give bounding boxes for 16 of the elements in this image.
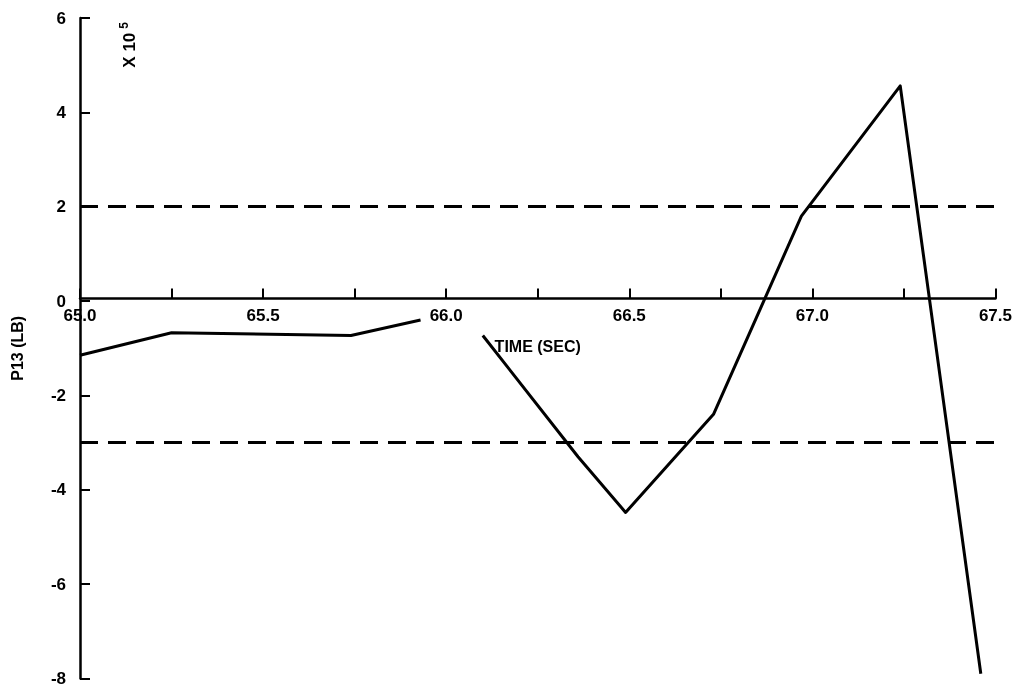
x-tick-label: 65.5 (246, 305, 280, 325)
x-axis-title: TIME (SEC) (494, 338, 581, 355)
y-tick-label: 0 (56, 291, 66, 311)
y-tick-label: -8 (50, 669, 66, 687)
x-tick-label: 67.0 (795, 305, 829, 325)
y-tick-label: 6 (56, 8, 66, 28)
y-tick-label: -4 (50, 480, 67, 500)
y-tick-label: -2 (50, 385, 66, 405)
x-tick-label: 66.5 (612, 305, 646, 325)
x-tick-label: 67.5 (978, 305, 1012, 325)
y-tick-label: 4 (56, 102, 67, 122)
y-tick-label: -6 (50, 574, 66, 594)
y-axis-title: P13 (LB) (8, 315, 26, 381)
annotation: X 105 (117, 21, 139, 68)
x-tick-label: 66.0 (429, 305, 463, 325)
y-tick-label: 2 (56, 197, 66, 217)
